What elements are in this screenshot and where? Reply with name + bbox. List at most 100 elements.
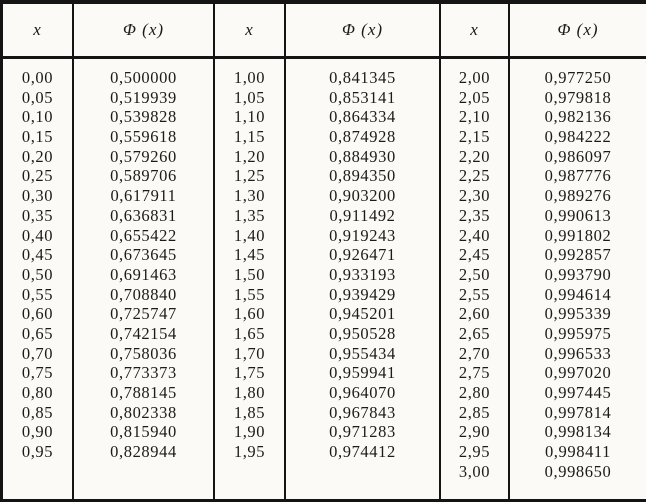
table-cell: 0,841345 (329, 68, 396, 87)
table-cell: 0,25 (21, 166, 54, 186)
table-cell: 0,979818 (544, 87, 612, 107)
table-cell: 0,998411 (544, 442, 612, 462)
table-cell: 1,95 (233, 442, 266, 462)
table-cell: 0,15 (21, 127, 54, 147)
table-cell: 2,85 (458, 402, 491, 422)
table-cell: 0,75 (21, 363, 54, 383)
table-cell: 0,50 (21, 264, 54, 284)
column-values-x-3: 2,00 2,05 2,10 2,15 2,20 2,25 2,30 2,35 2,40 2,45… (441, 59, 508, 499)
table-cell: 0,926471 (329, 245, 396, 265)
table-cell: 0,539828 (110, 107, 177, 127)
table-cell: 0,967843 (329, 402, 396, 422)
table-cell: 2,50 (458, 264, 491, 284)
table-cell: 0,894350 (329, 166, 396, 186)
table-cell: 0,519939 (110, 87, 177, 107)
table-cell: 2,25 (458, 166, 491, 186)
table-cell: 1,90 (233, 422, 266, 442)
table-cell: 0,742154 (110, 323, 177, 343)
table-cell: 0,919243 (329, 225, 396, 245)
table-cell: 1,25 (233, 166, 266, 186)
table-cell: 0,853141 (329, 87, 396, 107)
column-phi-3: Φ (x) 0,977250 0,979818 0,982136 0,984222 0,… (510, 4, 646, 499)
table-cell: 1,05 (233, 87, 266, 107)
table-cell: 0,955434 (329, 343, 396, 363)
table-cell: 2,70 (458, 343, 491, 363)
table-cell: 2,90 (458, 422, 491, 442)
table-cell: 2,65 (458, 323, 491, 343)
table-cell: 2,30 (458, 186, 491, 206)
table-cell: 0,95 (21, 442, 54, 462)
table-cell: 1,20 (233, 146, 266, 166)
column-values-x-2: 1,00 1,05 1,10 1,15 1,20 1,25 1,30 1,35 1,40 1,45… (215, 59, 284, 499)
table-cell: 3,00 (458, 461, 491, 481)
table-cell: 2,80 (458, 383, 491, 402)
table-cell: 2,95 (458, 442, 491, 462)
column-x-1: x 0,00 0,05 0,10 0,15 0,20 0,25 0,30 0,35 0,40 0,… (3, 4, 74, 499)
table-cell: 0,617911 (110, 186, 177, 206)
table-cell: 0,977250 (544, 68, 612, 87)
table-cell: 0,60 (21, 304, 54, 324)
column-values-x-1: 0,00 0,05 0,10 0,15 0,20 0,25 0,30 0,35 0,40 0,45… (3, 59, 72, 499)
table-cell: 0,725747 (110, 304, 177, 324)
table-cell: 1,65 (233, 323, 266, 343)
column-values-phi-2: 0,841345 0,853141 0,864334 0,874928 0,884930… (286, 59, 439, 499)
table-cell: 0,828944 (110, 442, 177, 462)
table-cell: 0,998134 (544, 422, 612, 442)
table-cell: 0,992857 (544, 245, 612, 265)
column-header-phi-2: Φ (x) (286, 4, 439, 59)
table-cell: 1,85 (233, 402, 266, 422)
table-cell: 0,70 (21, 343, 54, 363)
table-cell: 1,75 (233, 363, 266, 383)
table-cell: 2,05 (458, 87, 491, 107)
table-cell: 0,974412 (329, 442, 396, 462)
table-cell: 1,50 (233, 264, 266, 284)
column-x-2: x 1,00 1,05 1,10 1,15 1,20 1,25 1,30 1,35 1,40 1,… (215, 4, 286, 499)
table-cell: 1,70 (233, 343, 266, 363)
table-cell: 0,45 (21, 245, 54, 265)
table-cell: 2,45 (458, 245, 491, 265)
table-cell: 0,65 (21, 323, 54, 343)
table-cell: 0,559618 (110, 127, 177, 147)
table-cell: 0,80 (21, 383, 54, 402)
table-cell: 0,982136 (544, 107, 612, 127)
table-cell: 1,80 (233, 383, 266, 402)
table-cell: 2,75 (458, 363, 491, 383)
table-cell: 1,60 (233, 304, 266, 324)
table-cell: 0,85 (21, 402, 54, 422)
table-cell: 0,903200 (329, 186, 396, 206)
table-cell: 0,995339 (544, 304, 612, 324)
table-cell: 2,10 (458, 107, 491, 127)
table-cell: 0,945201 (329, 304, 396, 324)
column-header-phi-1: Φ (x) (74, 4, 213, 59)
table-cell: 0,802338 (110, 402, 177, 422)
table-cell: 0,996533 (544, 343, 612, 363)
table-cell: 1,35 (233, 205, 266, 225)
table-cell: 0,933193 (329, 264, 396, 284)
column-header-x-1: x (3, 4, 72, 59)
table-cell: 0,989276 (544, 186, 612, 206)
table-cell: 0,986097 (544, 146, 612, 166)
table-cell: 0,815940 (110, 422, 177, 442)
table-cell: 1,15 (233, 127, 266, 147)
table-cell: 0,636831 (110, 205, 177, 225)
table-cell: 0,673645 (110, 245, 177, 265)
table-cell: 0,997814 (544, 402, 612, 422)
table-cell: 2,35 (458, 205, 491, 225)
table-cell: 0,655422 (110, 225, 177, 245)
table-cell: 2,60 (458, 304, 491, 324)
table-cell: 0,993790 (544, 264, 612, 284)
table-cell: 0,984222 (544, 127, 612, 147)
table-cell: 1,55 (233, 284, 266, 304)
table-cell: 2,55 (458, 284, 491, 304)
table-cell: 0,997445 (544, 383, 612, 402)
table-cell: 0,05 (21, 87, 54, 107)
table-cell: 0,990613 (544, 205, 612, 225)
table-cell: 0,911492 (329, 205, 396, 225)
table-cell: 1,30 (233, 186, 266, 206)
table-cell: 0,773373 (110, 363, 177, 383)
column-values-phi-3: 0,977250 0,979818 0,982136 0,984222 0,986097… (510, 59, 646, 499)
column-phi-2: Φ (x) 0,841345 0,853141 0,864334 0,874928 0,… (286, 4, 441, 499)
table-cell: 2,00 (458, 68, 491, 87)
table-cell: 0,950528 (329, 323, 396, 343)
